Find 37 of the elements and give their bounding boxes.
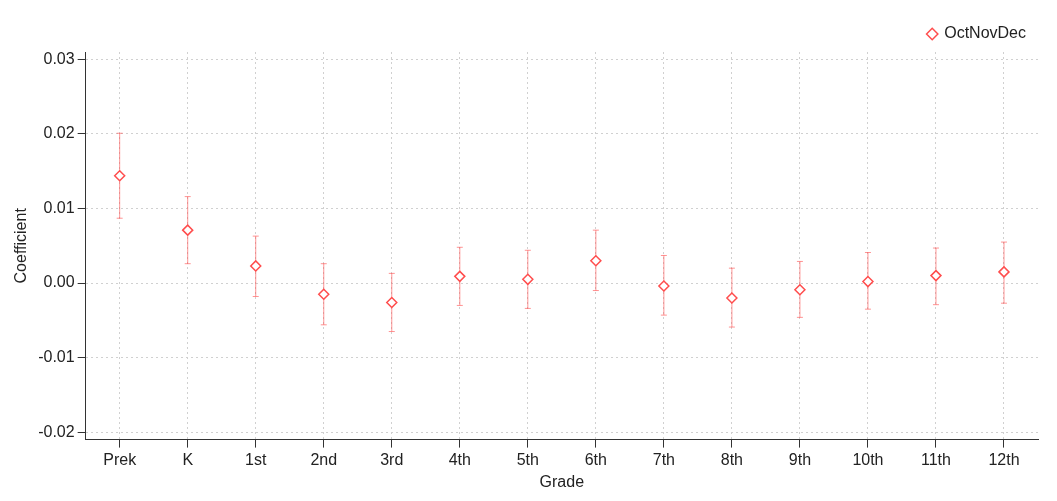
x-tick-label: 5th [516, 450, 539, 468]
x-tick-label: 1st [245, 450, 267, 468]
point [862, 275, 874, 288]
point [658, 280, 670, 292]
x-axis-title: Grade [539, 472, 585, 490]
x-tick-label: 4th [448, 450, 471, 468]
point [726, 292, 738, 304]
y-tick-label: 0.00 [43, 273, 75, 291]
point [522, 273, 534, 286]
point [930, 269, 942, 282]
y-tick-label: 0.01 [43, 198, 75, 216]
x-tick-label: 12th [988, 450, 1020, 468]
point [590, 254, 602, 267]
legend-label: OctNovDec [944, 24, 1026, 42]
x-tick-label: 10th [852, 450, 884, 468]
y-tick-label: -0.02 [38, 422, 75, 440]
y-axis-title: Coefficient [12, 207, 30, 284]
x-tick-label: 9th [788, 450, 812, 468]
point [386, 296, 398, 309]
x-tick-label: 8th [720, 450, 744, 468]
y-tick-label: 0.03 [43, 49, 75, 67]
y-tick-label: -0.01 [38, 348, 75, 366]
x-tick-label: 3rd [380, 450, 404, 468]
x-tick-label: 7th [652, 450, 675, 468]
x-tick-label: 11th [920, 450, 951, 468]
point [794, 284, 806, 296]
point [249, 260, 262, 272]
x-tick-label: K [182, 450, 194, 468]
point [318, 288, 330, 300]
point [998, 266, 1010, 278]
y-tick-label: 0.02 [43, 124, 75, 142]
point [181, 224, 194, 236]
point [113, 169, 126, 182]
point [454, 270, 466, 283]
x-tick-label: 6th [584, 450, 607, 468]
x-tick-label: Prek [103, 450, 138, 468]
x-tick-label: 2nd [310, 450, 338, 468]
